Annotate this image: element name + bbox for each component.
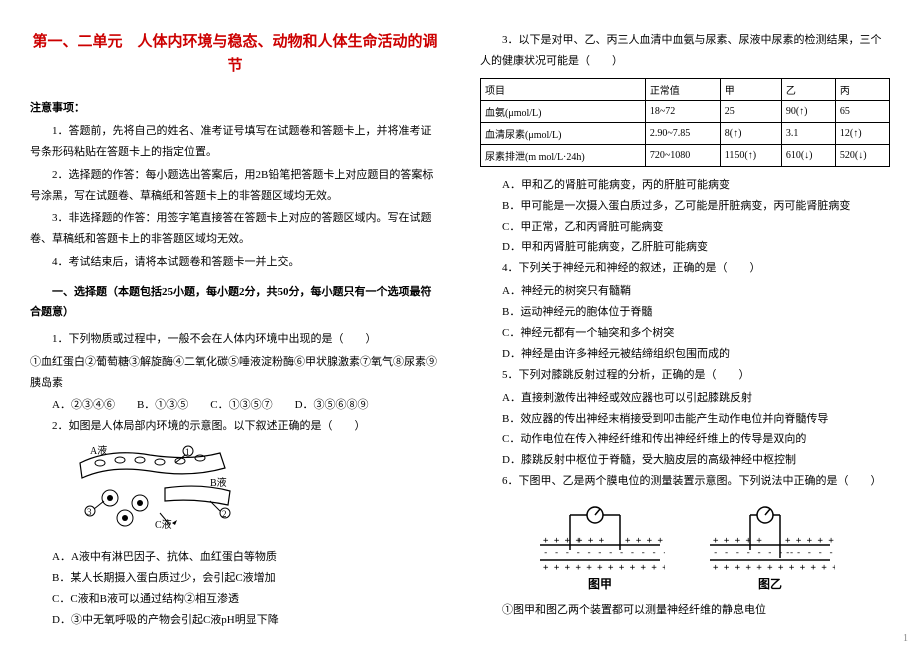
th-jia: 甲 bbox=[720, 78, 781, 100]
q3-stem: 3．以下是对甲、乙、丙三人血清中血氨与尿素、尿液中尿素的检测结果，三个人的健康状… bbox=[480, 30, 890, 72]
notice-header: 注意事项： bbox=[30, 98, 440, 119]
right-column: 3．以下是对甲、乙、丙三人血清中血氨与尿素、尿液中尿素的检测结果，三个人的健康状… bbox=[480, 30, 890, 631]
q3-opt-c: C．甲正常，乙和丙肾脏可能病变 bbox=[480, 217, 890, 238]
svg-text:3: 3 bbox=[87, 507, 92, 517]
cell-diagram-svg: A液 1 3 B液 2 C液 bbox=[70, 443, 240, 538]
q3-opt-a: A．甲和乙的肾脏可能病变，丙的肝脏可能病变 bbox=[480, 175, 890, 196]
left-column: 第一、二单元 人体内环境与稳态、动物和人体生命活动的调 节 注意事项： 1．答题… bbox=[30, 30, 440, 631]
svg-text:+ + + + +: + + + + + bbox=[785, 536, 834, 546]
q2-opt-b: B．某人长期摄入蛋白质过少，会引起C液增加 bbox=[30, 568, 440, 589]
circuit-jia: + + + ++ + ++ + + + - - - - - - - - - - … bbox=[535, 500, 665, 592]
q4-opt-b: B．运动神经元的胞体位于脊髓 bbox=[480, 302, 890, 323]
table-row: 血清尿素(μmol/L) 2.90~7.85 8(↑) 3.1 12(↑) bbox=[481, 122, 890, 144]
svg-text:- - - - -: - - - - - bbox=[785, 548, 834, 558]
q4-stem: 4．下列关于神经元和神经的叙述，正确的是（ ） bbox=[480, 258, 890, 279]
q6-stem: 6．下图甲、乙是两个膜电位的测量装置示意图。下列说法中正确的是（ ） bbox=[480, 471, 890, 492]
title-line-1: 第一、二单元 人体内环境与稳态、动物和人体生命活动的调 bbox=[32, 34, 437, 50]
q1-items: ①血红蛋白②葡萄糖③解旋酶④二氧化碳⑤唾液淀粉酶⑥甲状腺激素⑦氧气⑧尿素⑨胰岛素 bbox=[30, 352, 440, 394]
circuit-yi: + + + + + + + + + + - - - - - - - -- - - … bbox=[705, 500, 835, 592]
q5-opt-c: C．动作电位在传入神经纤维和传出神经纤维上的传导是双向的 bbox=[480, 429, 890, 450]
q5-stem: 5．下列对膝跳反射过程的分析，正确的是（ ） bbox=[480, 365, 890, 386]
circuit-jia-svg: + + + ++ + ++ + + + - - - - - - - - - - … bbox=[535, 500, 665, 570]
unit-title: 第一、二单元 人体内环境与稳态、动物和人体生命活动的调 节 bbox=[30, 30, 440, 78]
notice-2: 2．选择题的作答：每小题选出答案后，用2B铅笔把答题卡上对应题目的答案标号涂黑，… bbox=[30, 165, 440, 207]
q1-options: A．②③④⑥ B．①③⑤ C．①③⑤⑦ D．③⑤⑥⑧⑨ bbox=[30, 395, 440, 416]
q4-opt-a: A．神经元的树突只有髓鞘 bbox=[480, 281, 890, 302]
q6-line1: ①图甲和图乙两个装置都可以测量神经纤维的静息电位 bbox=[480, 600, 890, 621]
th-normal: 正常值 bbox=[645, 78, 720, 100]
svg-text:+ + +: + + + bbox=[577, 536, 605, 546]
q5-opt-b: B．效应器的传出神经末梢接受到叩击能产生动作电位并向脊髓传导 bbox=[480, 409, 890, 430]
q3-opt-b: B．甲可能是一次摄入蛋白质过多，乙可能是肝脏病变，丙可能肾脏病变 bbox=[480, 196, 890, 217]
page-number: 1 bbox=[903, 633, 908, 644]
q3-opt-d: D．甲和丙肾脏可能病变，乙肝脏可能病变 bbox=[480, 237, 890, 258]
q3-table: 项目 正常值 甲 乙 丙 血氨(μmol/L) 18~72 25 90(↑) 6… bbox=[480, 78, 890, 167]
table-header-row: 项目 正常值 甲 乙 丙 bbox=[481, 78, 890, 100]
q2-opt-d: D．③中无氧呼吸的产物会引起C液pH明显下降 bbox=[30, 610, 440, 631]
svg-text:+ + + + + + + + + + + + +: + + + + + + + + + + + + + bbox=[713, 563, 835, 570]
q2-opt-a: A．A液中有淋巴因子、抗体、血红蛋白等物质 bbox=[30, 547, 440, 568]
title-line-2: 节 bbox=[227, 58, 242, 74]
q5-opt-d: D．膝跳反射中枢位于脊髓，受大脑皮层的高级神经中枢控制 bbox=[480, 450, 890, 471]
svg-text:- - - - - - - - - - - - - - -: - - - - - - - - - - - - - - - bbox=[543, 548, 665, 558]
svg-text:- - - - - - - -: - - - - - - - - bbox=[713, 548, 794, 558]
svg-text:A液: A液 bbox=[90, 444, 107, 457]
svg-text:1: 1 bbox=[185, 447, 190, 457]
notice-3: 3．非选择题的作答：用签字笔直接答在答题卡上对应的答题区域内。写在试题卷、草稿纸… bbox=[30, 208, 440, 250]
table-row: 尿素排泄(m mol/L·24h) 720~1080 1150(↑) 610(↓… bbox=[481, 144, 890, 166]
notice-1: 1．答题前，先将自己的姓名、准考证号填写在试题卷和答题卡上，并将准考证号条形码粘… bbox=[30, 121, 440, 163]
notice-4: 4．考试结束后，请将本试题卷和答题卡一并上交。 bbox=[30, 252, 440, 273]
svg-text:B液: B液 bbox=[210, 476, 227, 489]
th-bing: 丙 bbox=[835, 78, 889, 100]
q1-stem: 1．下列物质或过程中，一般不会在人体内环境中出现的是（ ） bbox=[30, 329, 440, 350]
circuit-jia-label: 图甲 bbox=[535, 575, 665, 592]
th-item: 项目 bbox=[481, 78, 646, 100]
q2-opt-c: C．C液和B液可以通过结构②相互渗透 bbox=[30, 589, 440, 610]
q4-opt-c: C．神经元都有一个轴突和多个树突 bbox=[480, 323, 890, 344]
q5-opt-a: A．直接刺激传出神经或效应器也可以引起膝跳反射 bbox=[480, 388, 890, 409]
svg-text:2: 2 bbox=[222, 509, 227, 519]
q6-figures: + + + ++ + ++ + + + - - - - - - - - - - … bbox=[480, 500, 890, 592]
table-row: 血氨(μmol/L) 18~72 25 90(↑) 65 bbox=[481, 100, 890, 122]
svg-text:+ + + + +: + + + + + bbox=[713, 536, 762, 546]
svg-text:+ + + +: + + + + bbox=[625, 536, 664, 546]
q2-stem: 2．如图是人体局部内环境的示意图。以下叙述正确的是（ ） bbox=[30, 416, 440, 437]
svg-text:+ + + + + + + + + + + + +: + + + + + + + + + + + + + bbox=[543, 563, 665, 570]
q4-opt-d: D．神经是由许多神经元被结缔组织包围而成的 bbox=[480, 344, 890, 365]
q2-figure: A液 1 3 B液 2 C液 bbox=[70, 443, 440, 541]
circuit-yi-svg: + + + + + + + + + + - - - - - - - -- - - … bbox=[705, 500, 835, 570]
section1-header: 一、选择题（本题包括25小题，每小题2分，共50分，每小题只有一个选项最符合题意… bbox=[30, 283, 440, 323]
circuit-yi-label: 图乙 bbox=[705, 575, 835, 592]
th-yi: 乙 bbox=[781, 78, 835, 100]
svg-text:+ + + +: + + + + bbox=[543, 536, 582, 546]
